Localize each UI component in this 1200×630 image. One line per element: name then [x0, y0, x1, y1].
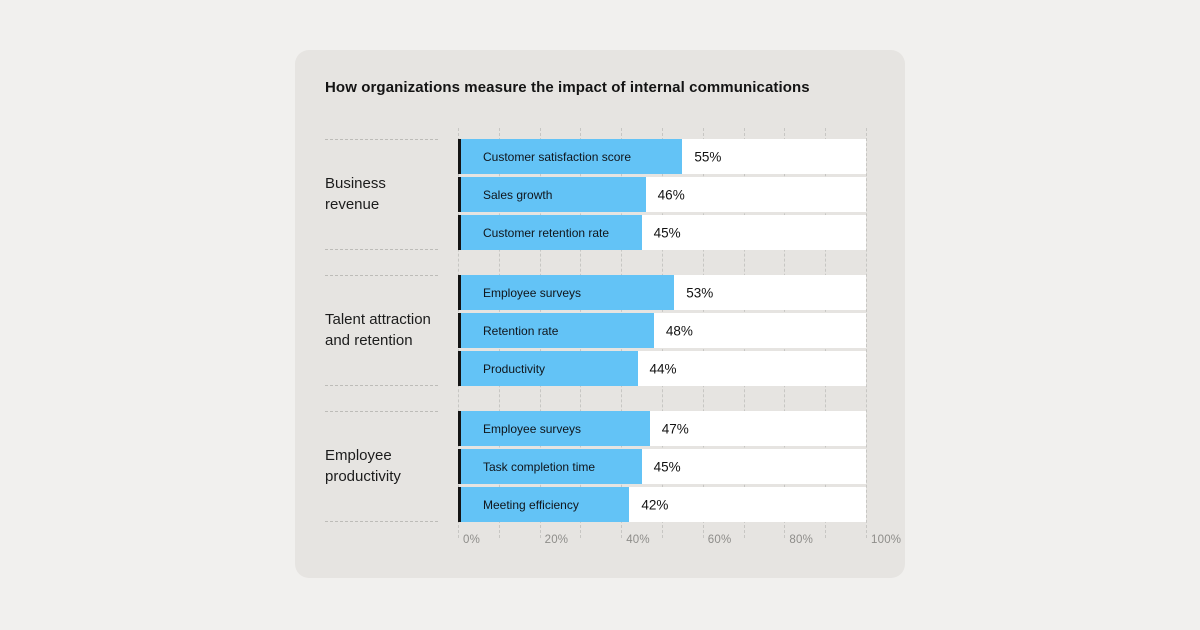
bar-row: Productivity 44% [458, 351, 866, 386]
bar-groups: Customer satisfaction score 55% Sales grow… [458, 139, 866, 522]
bar-left-edge [458, 313, 461, 348]
group-labels-column: Business revenue Talent attraction and re… [325, 128, 438, 550]
bar-group-2: Employee surveys 47% Task completion time 4… [458, 411, 866, 522]
bar-value: 53% [686, 285, 714, 300]
bar-row: Sales growth 46% [458, 177, 866, 212]
bar-fill [458, 215, 642, 250]
bar-row: Retention rate 48% [458, 313, 866, 348]
bar-label: Employee surveys [483, 285, 582, 300]
bar-fill [458, 139, 683, 174]
x-axis-label-60: 60% [707, 534, 732, 546]
x-axis: 0% 20% 40% 60% 80% 100% [458, 522, 901, 550]
bar-row: Task completion time 45% [458, 449, 866, 484]
bar-fill [458, 351, 638, 386]
bar-value: 47% [661, 421, 689, 436]
bar-chart: Business revenue Talent attraction and re… [325, 128, 901, 550]
bar-label: Sales growth [483, 187, 553, 202]
x-axis-label-80: 80% [789, 534, 814, 546]
group-label-2: Employee productivity [325, 411, 438, 522]
bar-value: 44% [649, 361, 677, 376]
group-label-0: Business revenue [325, 139, 438, 250]
bar-left-edge [458, 487, 461, 522]
chart-card: How organizations measure the impact of … [295, 50, 905, 578]
chart-title: How organizations measure the impact of … [325, 79, 810, 96]
bar-left-edge [458, 139, 461, 174]
bar-label: Customer retention rate [483, 225, 610, 240]
bar-row: Meeting efficiency 42% [458, 487, 866, 522]
bar-label: Meeting efficiency [483, 497, 579, 512]
bar-row: Employee surveys 53% [458, 275, 866, 310]
bar-left-edge [458, 215, 461, 250]
bar-value: 55% [694, 149, 722, 164]
bar-label: Retention rate [483, 323, 559, 338]
bar-value: 42% [641, 497, 669, 512]
bar-fill [458, 313, 654, 348]
bar-left-edge [458, 177, 461, 212]
bar-label: Employee surveys [483, 421, 582, 436]
group-label-1: Talent attraction and retention [325, 275, 438, 386]
bar-label: Task completion time [483, 459, 596, 474]
x-axis-label-100: 100% [871, 534, 902, 546]
bar-group-0: Customer satisfaction score 55% Sales grow… [458, 139, 866, 250]
bar-left-edge [458, 449, 461, 484]
x-axis-label-0: 0% [463, 534, 481, 546]
bar-fill [458, 177, 646, 212]
bar-group-1: Employee surveys 53% Retention rate 48% Prod… [458, 275, 866, 386]
bar-left-edge [458, 411, 461, 446]
bar-row: Customer satisfaction score 55% [458, 139, 866, 174]
bar-left-edge [458, 275, 461, 310]
x-axis-label-20: 20% [544, 534, 569, 546]
bar-value: 45% [653, 225, 681, 240]
bar-left-edge [458, 351, 461, 386]
bar-label: Productivity [483, 361, 546, 376]
gridline-100 [866, 128, 867, 538]
bar-fill [458, 487, 630, 522]
bar-value: 48% [665, 323, 693, 338]
bar-fill [458, 449, 642, 484]
bar-fill [458, 275, 675, 310]
bar-row: Customer retention rate 45% [458, 215, 866, 250]
plot-area: Customer satisfaction score 55% Sales grow… [458, 128, 901, 550]
bar-value: 45% [653, 459, 681, 474]
bar-row: Employee surveys 47% [458, 411, 866, 446]
bar-value: 46% [657, 187, 685, 202]
bar-fill [458, 411, 650, 446]
x-axis-label-40: 40% [626, 534, 650, 546]
bar-label: Customer satisfaction score [483, 149, 632, 164]
